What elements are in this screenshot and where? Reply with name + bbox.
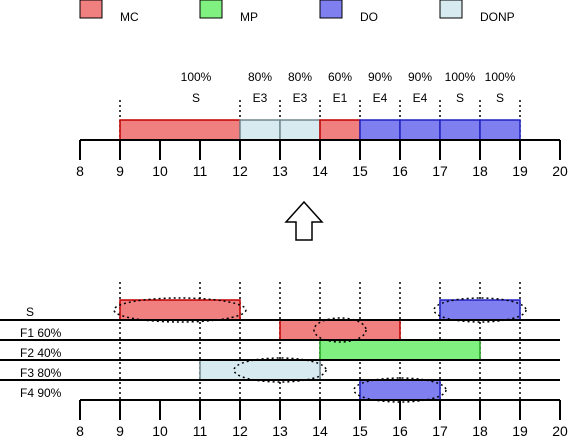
segment-percent: 100% [445, 70, 476, 84]
axis-tick-label: 18 [472, 163, 488, 179]
axis-tick-label: 17 [432, 163, 448, 179]
legend-swatch [199, 0, 223, 19]
segment-percent: 80% [248, 70, 272, 84]
axis-tick-label: 10 [152, 163, 168, 179]
axis-tick-label: 16 [392, 163, 408, 179]
segment-code: E3 [293, 91, 308, 105]
legend-item-do: DO [319, 0, 378, 24]
input-bar [279, 319, 401, 341]
result-segment: 60% E1 [319, 70, 361, 141]
legend-swatch [319, 0, 343, 19]
input-axis: 8 9 10 11 12 13 14 15 16 17 18 19 20 [76, 399, 568, 439]
segment-code: E4 [373, 91, 388, 105]
result-segment: 80% E3 [279, 70, 321, 141]
axis-tick-label: 12 [232, 163, 248, 179]
input-bar [359, 379, 441, 401]
input-bar [199, 359, 321, 381]
segment-percent: 90% [368, 70, 392, 84]
result-segment: 90% E4 [359, 70, 401, 141]
legend-label: DONP [480, 10, 515, 24]
result-segment: 90% E4 [399, 70, 441, 141]
axis-tick-label: 13 [272, 423, 288, 439]
axis-tick-label: 20 [552, 423, 568, 439]
legend-item-mp: MP [199, 0, 258, 24]
axis-tick-label: 14 [312, 163, 328, 179]
result-segment: 100% S [439, 70, 481, 141]
segment-percent: 80% [288, 70, 312, 84]
input-bar [439, 299, 521, 321]
input-row: F2 40% [20, 339, 481, 361]
legend-label: DO [360, 10, 378, 24]
result-segment: 100% S [119, 70, 241, 141]
axis-tick-label: 18 [472, 423, 488, 439]
legend-label: MC [120, 10, 139, 24]
input-bar [319, 339, 481, 361]
row-label: F2 40% [20, 346, 62, 360]
axis-tick-label: 20 [552, 163, 568, 179]
segment-code: S [192, 91, 200, 105]
axis-tick-label: 11 [193, 423, 208, 439]
segment-code: E3 [253, 91, 268, 105]
segment-code: S [496, 91, 504, 105]
input-row: S [26, 299, 521, 321]
up-arrow-icon [284, 200, 324, 241]
axis-tick-label: 10 [152, 423, 168, 439]
axis-tick-label: 9 [116, 423, 124, 439]
row-label: F4 90% [20, 386, 62, 400]
axis-tick-label: 19 [512, 423, 528, 439]
axis-tick-label: 9 [116, 163, 124, 179]
axis-tick-label: 15 [352, 163, 368, 179]
axis-tick-label: 14 [312, 423, 328, 439]
axis-tick-label: 17 [432, 423, 448, 439]
row-label: F1 60% [20, 326, 62, 340]
axis-tick-label: 16 [392, 423, 408, 439]
row-label: S [26, 305, 34, 319]
result-axis: 8 9 10 11 12 13 14 15 16 17 18 19 20 [76, 139, 568, 179]
axis-tick-label: 8 [76, 423, 84, 439]
input-row: F1 60% [20, 319, 401, 341]
axis-tick-label: 19 [512, 163, 528, 179]
axis-tick-label: 8 [76, 163, 84, 179]
result-timeline: 100% S 80% E3 80% E3 60% E1 90% E4 90% E4 100% S 100% S… [76, 70, 568, 179]
input-row: F4 90% [20, 379, 441, 401]
legend: MC MP DO DONP [79, 0, 515, 24]
row-label: F3 80% [20, 366, 62, 380]
segment-percent: 100% [485, 70, 516, 84]
input-row: F3 80% [20, 359, 321, 381]
result-segment: 80% E3 [239, 70, 281, 141]
axis-tick-label: 11 [193, 163, 208, 179]
selection-ellipse [113, 297, 247, 323]
result-segment: 100% S [479, 70, 521, 141]
legend-label: MP [240, 10, 258, 24]
legend-item-mc: MC [79, 0, 139, 24]
legend-swatch [439, 0, 463, 19]
selection-ellipse [233, 357, 327, 383]
selection-ellipse [353, 377, 447, 403]
segment-code: S [456, 91, 464, 105]
axis-tick-label: 12 [232, 423, 248, 439]
segment-code: E4 [413, 91, 428, 105]
legend-swatch [79, 0, 103, 19]
segment-percent: 60% [328, 70, 352, 84]
axis-tick-label: 13 [272, 163, 288, 179]
segment-code: E1 [333, 91, 348, 105]
axis-tick-label: 15 [352, 423, 368, 439]
input-bar [119, 299, 241, 321]
input-rows-chart: S F1 60% F2 40% F3 80% F4 90% 8 9 10 11 12 13 14 15 1… [0, 282, 568, 439]
selection-ellipse [433, 297, 527, 323]
selection-ellipse [313, 317, 367, 343]
segment-percent: 90% [408, 70, 432, 84]
legend-item-donp: DONP [439, 0, 515, 24]
segment-percent: 100% [181, 70, 212, 84]
